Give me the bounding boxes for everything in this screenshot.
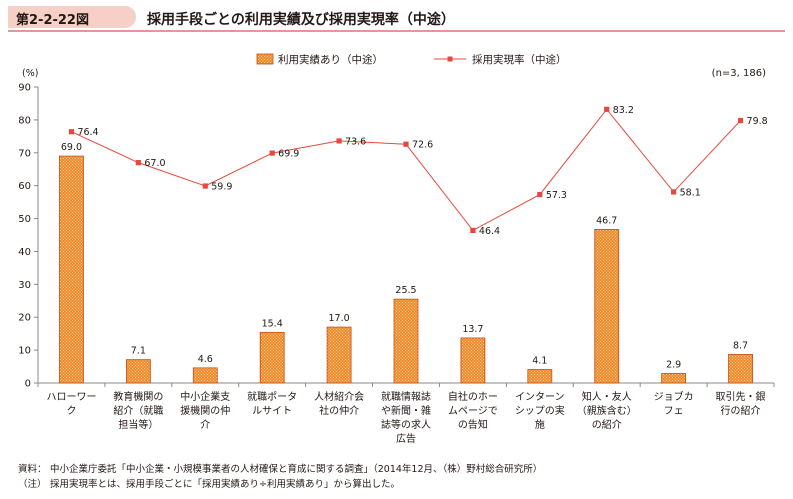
rate-value-label: 79.8 [747,116,768,127]
bar-value-label: 8.7 [733,340,748,351]
y-tick-label: 90 [18,83,31,94]
rate-value-label: 83.2 [613,105,634,116]
legend-line-marker [447,56,453,62]
x-category-label: 取引先・銀行の紹介 [716,390,766,417]
x-category-label: ジョブカフェ [654,390,694,417]
footnote-text: 採用実現率とは、採用手段ごとに「採用実績あり÷利用実績あり」から算出した。 [50,479,400,490]
bar-series: 69.0 7.1 4.6 15.4 17.0 25.5 13.7 4.1 46.7 2.9 8.7 [59,142,753,384]
rate-value-label: 72.6 [412,140,433,151]
footnote-key: （注） [18,479,47,490]
x-category-label: インターンシップの実施 [515,391,565,431]
bar-value-label: 15.4 [262,318,283,329]
legend-line-label: 採用実現率（中途） [472,53,567,66]
rate-value-label: 67.0 [144,158,165,169]
rate-point [336,138,342,144]
chart: 利用実績あり（中途） 採用実現率（中途） (%) (n=3, 186) 0 10 2… [18,53,775,445]
figure-number: 第2-2-22図 [16,13,89,28]
bar-value-label: 4.6 [198,354,213,365]
x-category-label: 自社のホームページでの告知 [448,390,498,431]
y-tick-label: 70 [18,148,31,159]
rate-value-label: 59.9 [211,181,232,192]
bar [594,229,620,384]
y-axis-unit: (%) [22,68,38,79]
footnote: （注） 採用実現率とは、採用手段ごとに「採用実績あり÷利用実績あり」から算出した。 [18,477,542,492]
rate-value-label: 69.9 [278,149,299,160]
bar [460,337,486,384]
rate-point [470,227,476,233]
rate-point [737,117,744,124]
sample-size-label: (n=3, 186) [712,68,766,79]
y-tick-label: 10 [18,346,31,357]
rate-value-label: 76.4 [77,127,98,138]
bar-value-label: 4.1 [532,356,547,367]
rate-value-label: 73.6 [345,136,366,147]
x-category-label: ハローワーク [46,392,96,417]
bar [527,369,553,384]
rate-point [269,150,275,156]
bar [125,359,151,384]
bar [259,331,285,384]
rate-point [68,129,75,135]
rate-point [604,106,610,112]
source-note-text: 中小企業庁委託「中小企業・小規模事業者の人材確保と育成に関する調査」（2014年… [50,464,543,475]
rate-point [403,141,409,147]
rate-point [135,160,141,166]
chart-title: 採用手段ごとの利用実績及び採用実現率（中途） [147,12,455,28]
legend-bar-label: 利用実績あり（中途） [278,53,383,66]
bar [661,373,687,384]
rate-point [671,189,677,195]
bar-value-label: 7.1 [131,346,146,357]
bar [326,326,352,384]
x-category-label: 就職ポータルサイト [247,390,297,417]
figure-header: 第2-2-22図 採用手段ごとの利用実績及び採用実現率（中途） [0,0,793,38]
x-category-label: 教育機関の紹介（就職担当等） [113,390,163,431]
figure-number-tab [8,6,136,28]
bar-value-label: 25.5 [395,285,416,296]
y-tick-label: 80 [18,115,31,126]
line-series: 76.4 67.0 59.9 69.9 73.6 72.6 46.4 57.3 83.2 58.1… [68,105,768,237]
bar [728,353,753,384]
rate-line [71,108,741,232]
source-note-key: 資料： [18,464,47,475]
rate-point [202,183,208,189]
rate-value-label: 58.1 [680,187,701,198]
x-category-label: 人材紹介会社の仲介 [314,390,364,417]
bar [59,155,84,384]
bar-value-label: 13.7 [462,324,483,335]
rate-value-label: 46.4 [479,226,500,237]
bar-value-label: 46.7 [596,215,617,226]
y-tick-label: 60 [18,181,31,192]
bar-value-label: 69.0 [61,142,82,153]
x-category-label: 就職情報誌や新聞・雑誌等の求人広告 [381,390,431,445]
y-tick-label: 40 [18,247,31,258]
bar [192,367,218,384]
bar [393,298,419,384]
rate-value-label: 57.3 [546,190,567,201]
legend-bar-swatch [256,53,274,65]
x-category-label: 中小企業支援機関の仲介 [180,390,230,431]
header-divider [8,30,785,32]
x-category-label: 知人・友人（親族含む）の紹介 [577,390,637,431]
source-notes: 資料： 中小企業庁委託「中小企業・小規模事業者の人材確保と育成に関する調査」（20… [18,462,542,492]
y-tick-label: 30 [18,280,31,291]
bar-value-label: 2.9 [666,359,681,370]
y-tick-label: 0 [25,379,31,390]
y-tick-label: 50 [18,214,31,225]
y-tick-label: 20 [18,313,31,324]
rate-point [537,191,543,198]
bar-value-label: 17.0 [329,313,350,324]
source-note: 資料： 中小企業庁委託「中小企業・小規模事業者の人材確保と育成に関する調査」（20… [18,462,542,477]
chart-legend: 利用実績あり（中途） 採用実現率（中途） [256,53,567,66]
